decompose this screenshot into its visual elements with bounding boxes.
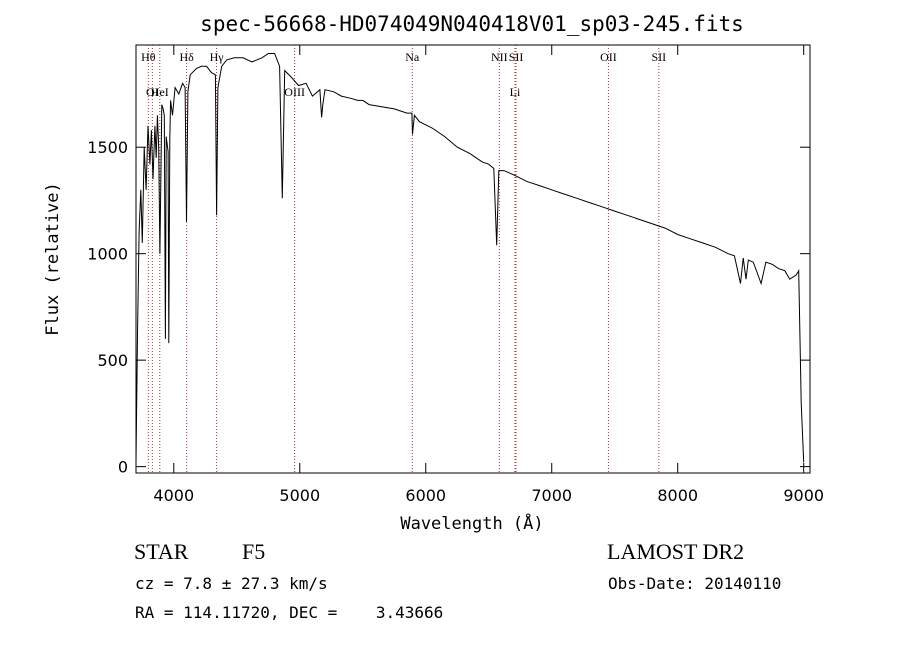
spectral-line-label: NII [491,50,508,64]
x-tick-label: 5000 [279,486,320,505]
y-tick-label: 0 [118,458,128,477]
spectral-line-label: OIII [284,85,305,99]
plot-frame [135,44,811,474]
y-tick-label: 500 [97,351,128,370]
spectral-line-label: OI [146,85,159,99]
spectrum-line [135,53,805,463]
spectrum-plot: spec-56668-HD074049N040418V01_sp03-245.f… [43,12,824,534]
obs-date-text: Obs-Date: 20140110 [608,574,782,593]
chart-title: spec-56668-HD074049N040418V01_sp03-245.f… [200,12,744,36]
survey-label: LAMOST DR2 [607,539,745,564]
x-tick-label: 7000 [531,486,572,505]
redshift-text: cz = 7.8 ± 27.3 km/s [135,574,328,593]
class-label: STAR [134,539,189,564]
spectral-line-label: SII [651,50,666,64]
spectral-line-label: Hδ [179,50,194,64]
spectral-line-label: Hγ [210,50,225,64]
x-tick-label: 6000 [405,486,446,505]
spectral-line-label: HeI [151,85,169,99]
spectral-line-label: Hθ [141,50,156,64]
x-tick-label: 9000 [783,486,824,505]
spectral-line-label: Na [405,50,420,64]
y-tick-label: 1000 [87,245,128,264]
x-tick-label: 4000 [153,486,194,505]
coordinates-text: RA = 114.11720, DEC = 3.43666 [135,603,444,622]
x-axis-label: Wavelength (Å) [400,512,543,534]
spectral-line-label: OII [600,50,617,64]
y-tick-label: 1500 [87,138,128,157]
y-axis-label: Flux (relative) [43,182,63,336]
x-tick-label: 8000 [657,486,698,505]
subclass-label: F5 [242,539,266,564]
spectral-line-label: SII [509,50,524,64]
spectral-line-label: Li [510,85,521,99]
